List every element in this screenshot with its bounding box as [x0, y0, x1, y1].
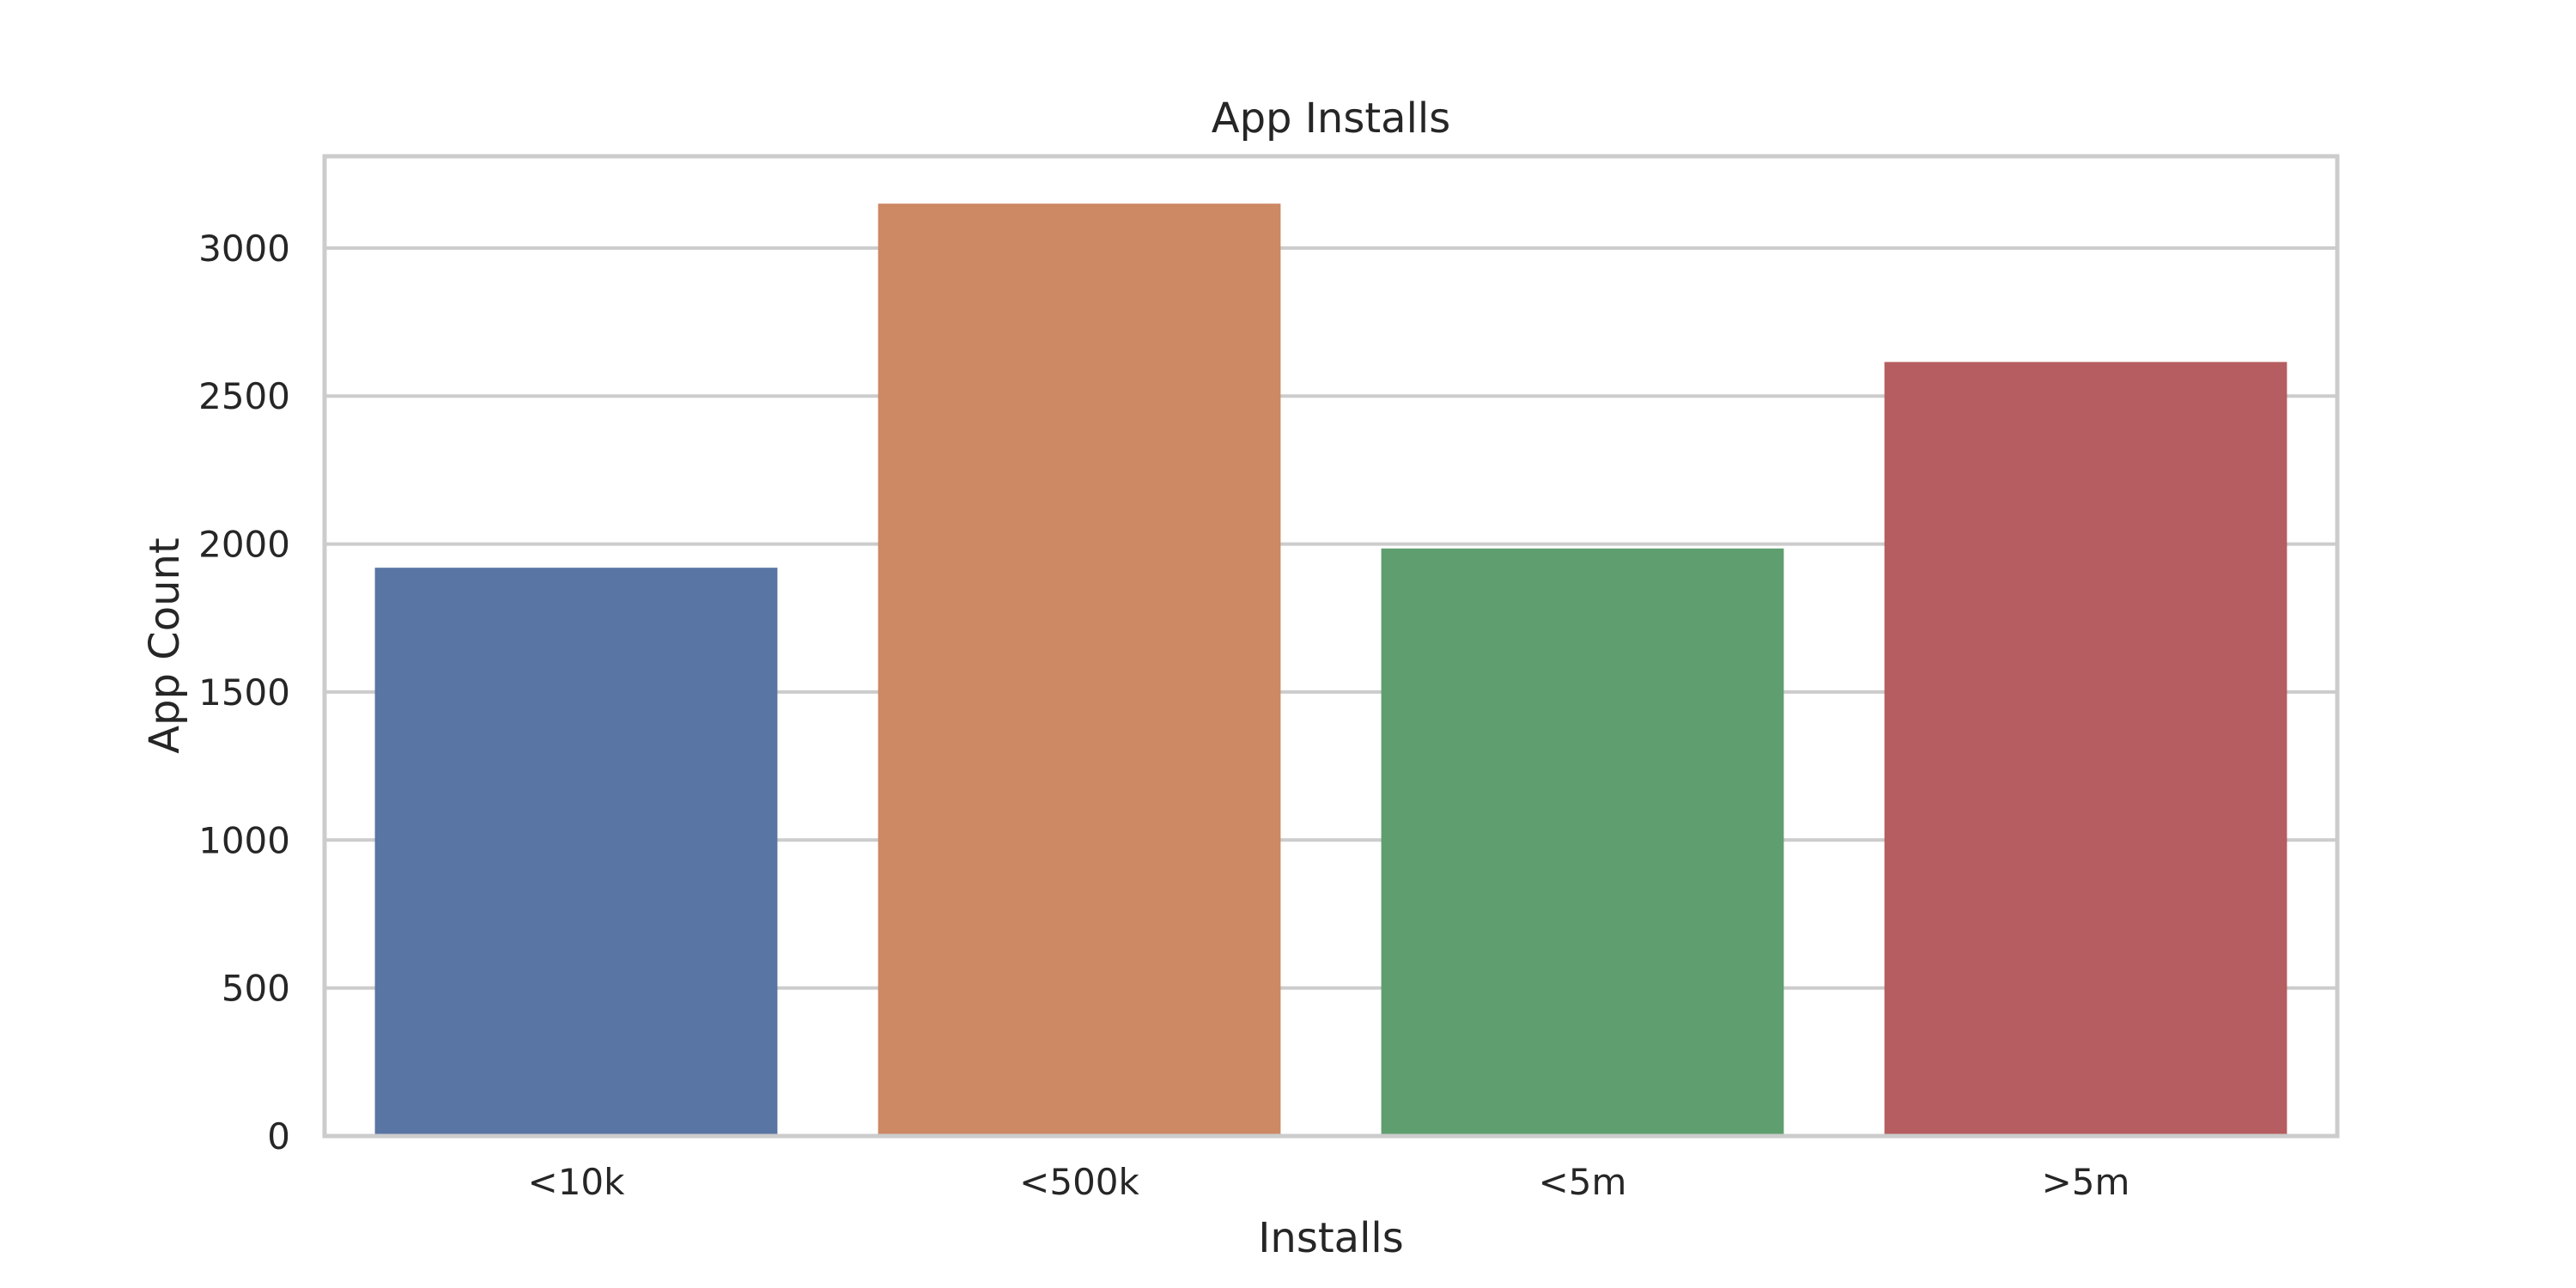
y-tick-label: 1500	[198, 671, 290, 714]
y-tick-label: 2000	[198, 524, 290, 566]
bar	[878, 204, 1281, 1137]
plot-frame	[322, 154, 2340, 1139]
y-tick-label: 1000	[198, 819, 290, 861]
bar	[1381, 548, 1784, 1136]
y-tick-label: 500	[222, 968, 290, 1010]
x-tick-label: <10k	[528, 1161, 626, 1203]
x-tick-label: >5m	[2042, 1161, 2130, 1203]
x-tick-label: <5m	[1539, 1161, 1627, 1203]
chart-title: App Installs	[1212, 94, 1451, 143]
y-tick-label: 2500	[198, 375, 290, 417]
y-axis-label: App Count	[141, 538, 189, 754]
y-tick-label: 3000	[198, 228, 290, 270]
bar	[1884, 361, 2287, 1136]
y-tick-labels: 0 500 1000 1500 2000 2500 3000	[198, 228, 290, 1157]
x-tick-labels: <10k <500k <5m >5m	[528, 1161, 2130, 1203]
bars	[374, 204, 2287, 1137]
y-tick-label: 0	[267, 1115, 290, 1157]
x-tick-label: <500k	[1019, 1161, 1139, 1203]
x-axis-label: Installs	[1258, 1214, 1404, 1262]
bar	[374, 568, 778, 1136]
